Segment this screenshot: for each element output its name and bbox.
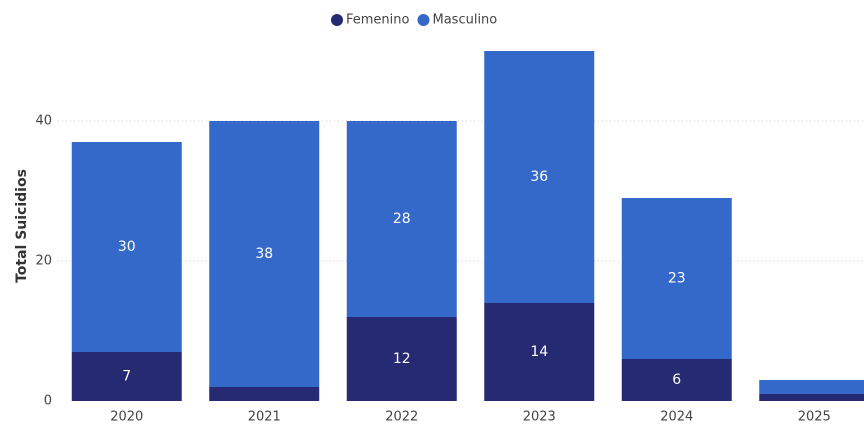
x-tick-label: 2024: [660, 410, 693, 425]
bar-segment: [346, 317, 457, 401]
data-label: 38: [255, 246, 273, 262]
data-label: 36: [530, 169, 548, 185]
data-label: 30: [118, 239, 136, 255]
data-label: 28: [393, 211, 411, 227]
data-label: 6: [672, 372, 681, 388]
y-tick-label: 20: [35, 254, 52, 269]
bar-segment: [621, 359, 732, 401]
legend-swatch: [331, 14, 343, 26]
legend-label: Femenino: [346, 13, 410, 28]
data-label: 23: [668, 271, 686, 287]
x-tick-label: 2023: [523, 410, 556, 425]
x-tick-label: 2020: [110, 410, 143, 425]
data-label: 14: [530, 344, 548, 360]
bar-segment: [484, 51, 595, 303]
bar-segment: [484, 303, 595, 401]
bar-segment: [759, 394, 864, 401]
legend-label: Masculino: [432, 13, 497, 28]
y-tick-label: 40: [35, 114, 52, 129]
y-axis-label: Total Suicidios: [14, 169, 30, 283]
bar-segment: [346, 121, 457, 317]
x-tick-label: 2025: [798, 410, 831, 425]
legend-swatch: [417, 14, 430, 26]
bar-segment: [71, 142, 182, 352]
x-tick-label: 2022: [385, 410, 418, 425]
bar-segment: [209, 387, 320, 401]
data-label: 7: [122, 369, 131, 385]
bar-segment: [621, 198, 732, 359]
bar-segment: [759, 380, 864, 394]
bar-segment: [209, 121, 320, 387]
bar-segment: [71, 352, 182, 401]
y-tick-label: 0: [44, 394, 52, 409]
x-tick-label: 2021: [248, 410, 281, 425]
data-label: 12: [393, 351, 411, 367]
